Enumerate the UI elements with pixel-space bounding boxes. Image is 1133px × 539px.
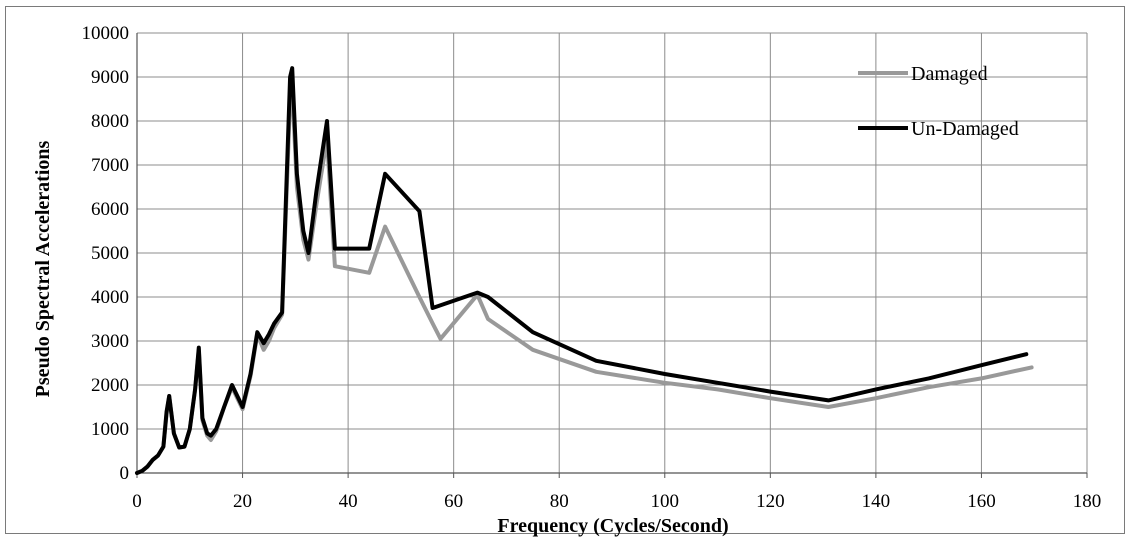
y-tick-labels: 0 1000 2000 3000 4000 5000 6000 7000 8000 9000 100… — [82, 23, 130, 484]
x-axis-title: Frequency (Cycles/Second) — [497, 515, 728, 537]
grid — [136, 32, 1088, 474]
y-axis-title: Pseudo Spectral Accelerations — [32, 140, 54, 397]
legend-label: Damaged — [911, 63, 988, 85]
x-tick-labels: 0 20 40 60 80 100 120 140 160 180 — [132, 491, 1101, 512]
y-tick-label: 3000 — [91, 331, 129, 352]
y-tick-label: 5000 — [91, 243, 129, 264]
series-line-damaged — [135, 86, 1034, 475]
axes — [136, 33, 1088, 478]
x-tick-label: 40 — [339, 491, 358, 512]
series-lines — [135, 66, 1034, 475]
y-tick-label: 7000 — [91, 155, 129, 176]
x-tick-label: 60 — [444, 491, 463, 512]
y-tick-label: 6000 — [91, 199, 129, 220]
x-tick-label: 0 — [132, 491, 142, 512]
x-tick-label: 140 — [862, 491, 891, 512]
series-line-un-damaged — [135, 66, 1029, 475]
y-tick-label: 1000 — [91, 419, 129, 440]
x-tick-label: 80 — [550, 491, 569, 512]
legend-label: Un-Damaged — [911, 118, 1019, 140]
x-tick-label: 20 — [233, 491, 252, 512]
y-tick-label: 4000 — [91, 287, 129, 308]
x-tick-label: 180 — [1073, 491, 1102, 512]
x-tick-label: 160 — [967, 491, 996, 512]
x-tick-label: 120 — [756, 491, 785, 512]
y-tick-label: 8000 — [91, 111, 129, 132]
y-tick-label: 2000 — [91, 375, 129, 396]
legend: Damaged Un-Damaged — [858, 63, 1019, 140]
y-tick-label: 0 — [120, 463, 130, 484]
y-tick-label: 10000 — [82, 23, 130, 44]
y-tick-label: 9000 — [91, 67, 129, 88]
x-tick-label: 100 — [651, 491, 680, 512]
